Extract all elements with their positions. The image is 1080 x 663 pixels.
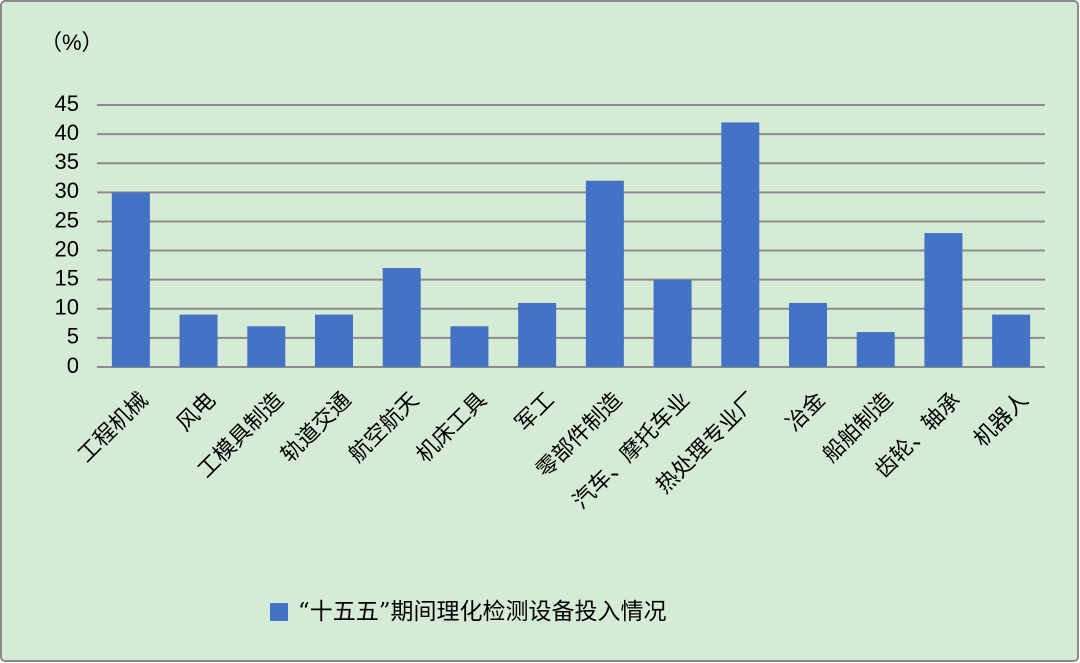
y-axis-label: （%）	[40, 30, 104, 55]
bar	[992, 314, 1031, 367]
bar	[382, 268, 421, 367]
legend-swatch	[270, 603, 288, 621]
bar	[179, 314, 218, 367]
bar	[247, 326, 286, 367]
y-tick-label: 15	[55, 265, 79, 290]
bar	[789, 302, 827, 367]
y-tick-label: 40	[55, 120, 79, 145]
y-tick-label: 0	[67, 353, 79, 378]
y-tick-label: 35	[55, 149, 79, 174]
bar	[653, 279, 692, 367]
bar	[518, 302, 557, 367]
y-tick-label: 45	[55, 91, 79, 116]
legend-label: “十五五”期间理化检测设备投入情况	[298, 599, 667, 625]
bar	[111, 192, 150, 367]
y-tick-label: 30	[55, 178, 79, 203]
y-tick-label: 20	[55, 236, 79, 261]
bar	[924, 233, 963, 367]
bar	[856, 332, 895, 367]
y-tick-label: 10	[55, 295, 79, 320]
bar	[721, 122, 760, 367]
bar	[315, 314, 353, 367]
y-tick-label: 5	[67, 324, 79, 349]
bar	[450, 326, 489, 367]
y-tick-label: 25	[55, 207, 79, 232]
bar	[585, 180, 624, 367]
